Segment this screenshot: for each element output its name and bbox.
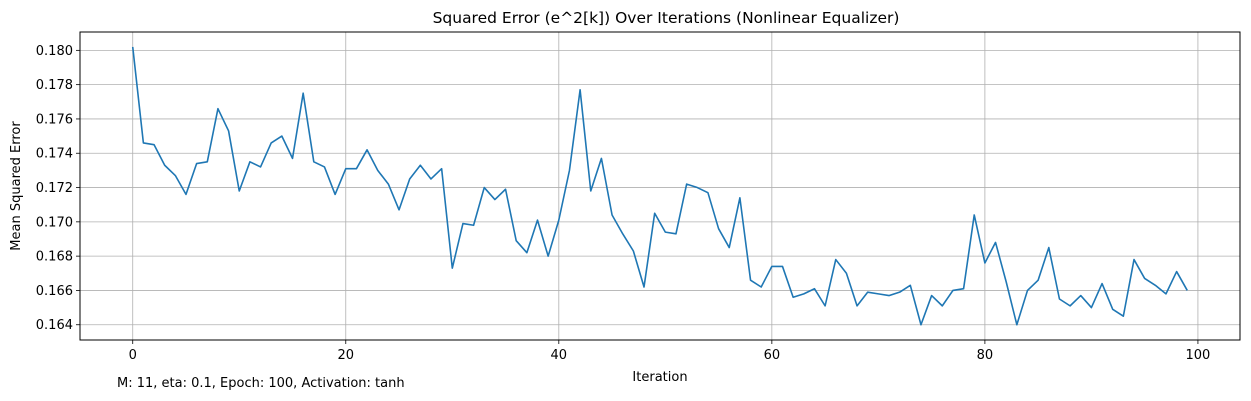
- data-points: [132, 46, 1188, 325]
- y-tick-label: 0.164: [36, 318, 73, 333]
- y-tick-label: 0.166: [36, 284, 73, 299]
- parameter-annotation: M: 11, eta: 0.1, Epoch: 100, Activation:…: [117, 376, 405, 391]
- x-tick-label: 100: [1186, 348, 1211, 363]
- y-tick-label: 0.168: [36, 250, 73, 265]
- y-tick-label: 0.172: [36, 181, 73, 196]
- x-tick-label: 60: [764, 348, 781, 363]
- chart-title: Squared Error (e^2[k]) Over Iterations (…: [433, 9, 900, 27]
- y-tick-label: 0.170: [36, 215, 73, 230]
- x-tick-label: 40: [551, 348, 568, 363]
- y-tick-label: 0.176: [36, 112, 73, 127]
- y-axis: 0.164 0.166 0.168 0.170 0.172 0.174 0.176 0.178…: [36, 44, 80, 333]
- y-axis-label: Mean Squared Error: [9, 121, 24, 251]
- plot-area: [79, 31, 1241, 341]
- x-tick-label: 80: [977, 348, 994, 363]
- y-tick-label: 0.178: [36, 78, 73, 93]
- series-line: [131, 46, 1188, 326]
- x-axis: 0 20 40 60 80 100: [129, 340, 1211, 363]
- grid-lines: [80, 32, 1240, 340]
- x-axis-label: Iteration: [632, 370, 687, 385]
- x-tick-label: 0: [129, 348, 137, 363]
- y-tick-label: 0.180: [36, 44, 73, 59]
- x-tick-label: 20: [337, 348, 354, 363]
- y-tick-label: 0.174: [36, 147, 73, 162]
